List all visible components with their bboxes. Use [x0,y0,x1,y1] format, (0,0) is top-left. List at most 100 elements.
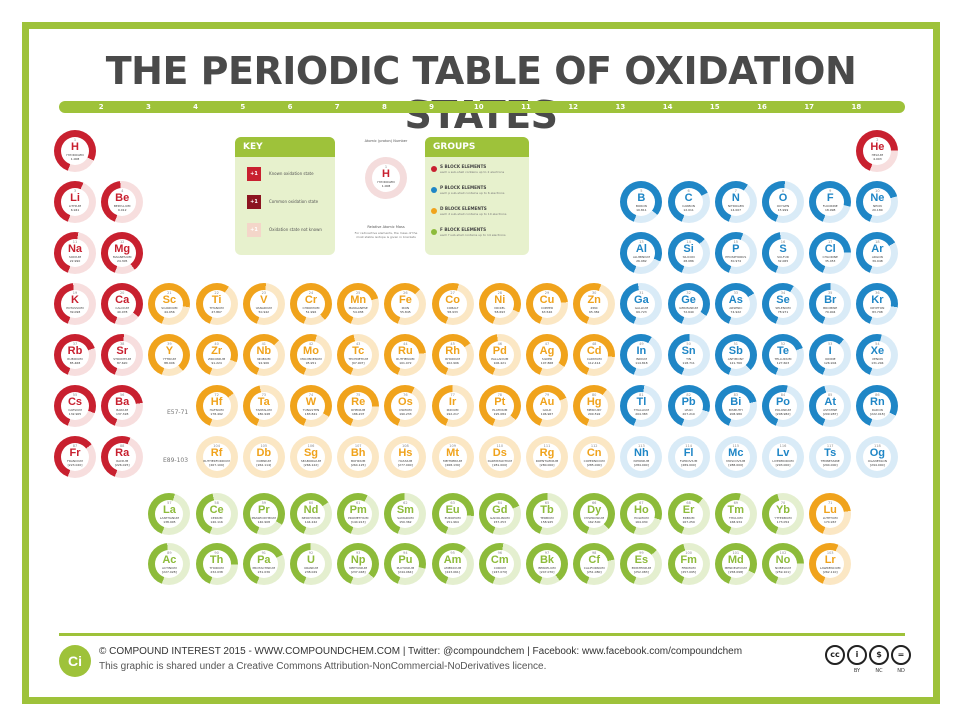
element-rh[interactable]: 45 Rh RHODIUM 102.906 [431,334,474,376]
element-pr[interactable]: 59 Pr PRASEODYMIUM 140.908 [242,493,285,535]
element-c[interactable]: 6 C CARBON 12.011 [667,181,710,223]
element-k[interactable]: 19 K POTASSIUM 39.098 [54,283,96,325]
element-zr[interactable]: 40 Zr ZIRCONIUM 91.224 [195,334,238,376]
element-sg[interactable]: 106 Sg SEABORGIUM [266.122] [290,436,332,478]
element-ho[interactable]: 67 Ho HOLMIUM 164.930 [620,493,663,535]
element-rb[interactable]: 37 Rb RUBIDIUM 85.468 [54,334,96,376]
element-am[interactable]: 95 Am AMERICIUM [243.061] [431,543,474,585]
element-na[interactable]: 11 Na SODIUM 22.990 [54,232,96,274]
element-ts[interactable]: 117 Ts TENNESSINE [294.000] [809,436,852,478]
element-te[interactable]: 52 Te TELLURIUM 127.603 [762,334,804,376]
element-bh[interactable]: 107 Bh BOHRIUM [264.125] [337,436,380,478]
element-in[interactable]: 49 In INDIUM 114.818 [620,334,663,376]
element-ca[interactable]: 20 Ca CALCIUM 40.078 [101,283,144,325]
element-pm[interactable]: 61 Pm PROMETHIUM [144.913] [337,493,380,535]
element-kr[interactable]: 36 Kr KRYPTON 83.798 [856,283,899,325]
element-lu[interactable]: 71 Lu LUTETIUM 174.967 [809,493,852,535]
element-ta[interactable]: 73 Ta TANTALUM 180.948 [242,385,285,427]
element-fl[interactable]: 114 Fl FLEROVIUM [289.000] [667,436,710,478]
element-mt[interactable]: 109 Mt MEITNERIUM [268.139] [431,436,474,478]
element-rg[interactable]: 111 Rg ROENTGENIUM [280.000] [526,436,568,478]
element-mo[interactable]: 42 Mo MOLYBDENUM 95.951 [290,334,332,376]
element-eu[interactable]: 63 Eu EUROPIUM 151.964 [431,493,474,535]
element-ga[interactable]: 31 Ga GALLIUM 69.723 [620,283,663,325]
element-nb[interactable]: 41 Nb NIOBIUM 92.906 [242,334,285,376]
element-fm[interactable]: 100 Fm FERMIUM [257.095] [667,543,710,585]
element-sn[interactable]: 50 Sn TIN 118.711 [667,334,710,376]
element-pu[interactable]: 94 Pu PLUTONIUM [244.064] [384,543,427,585]
element-hg[interactable]: 80 Hg MERCURY 200.592 [573,385,616,427]
element-gd[interactable]: 64 Gd GADOLINIUM 157.253 [478,493,521,535]
element-bk[interactable]: 97 Bk BERKELIUM [247.070] [526,543,568,585]
element-au[interactable]: 79 Au GOLD 196.967 [526,385,568,427]
element-sr[interactable]: 38 Sr STRONTIUM 87.620 [101,334,144,376]
element-n[interactable]: 7 N NITROGEN 14.007 [714,181,757,223]
element-ar[interactable]: 18 Ar ARGON 39.948 [856,232,899,274]
element-cr[interactable]: 24 Cr CHROMIUM 51.996 [290,283,332,325]
element-tc[interactable]: 43 Tc TECHNETIUM [97.907] [337,334,380,376]
element-pa[interactable]: 91 Pa PROTACTINIUM 231.036 [242,543,285,585]
element-nh[interactable]: 113 Nh NIHONIUM [284.000] [620,436,663,478]
element-co[interactable]: 27 Co COBALT 58.933 [431,283,474,325]
element-w[interactable]: 74 W TUNGSTEN 183.841 [290,385,332,427]
element-db[interactable]: 105 Db DUBNIUM [262.114] [242,436,285,478]
element-mg[interactable]: 12 Mg MAGNESIUM 24.305 [101,232,144,274]
element-zn[interactable]: 30 Zn ZINC 65.382 [573,283,616,325]
element-mc[interactable]: 115 Mc MOSCOVIUM [288.000] [714,436,757,478]
element-mn[interactable]: 25 Mn MANGANESE 54.938 [337,283,380,325]
element-dy[interactable]: 66 Dy DYSPROSIUM 162.500 [573,493,616,535]
element-th[interactable]: 90 Th THORIUM 232.038 [195,543,238,585]
element-tl[interactable]: 81 Tl THALLIUM 204.383 [620,385,663,427]
element-y[interactable]: 39 Y YTTRIUM 88.906 [148,334,191,376]
element-cm[interactable]: 96 Cm CURIUM [247.070] [478,543,521,585]
element-sb[interactable]: 51 Sb ANTIMONY 121.760 [714,334,757,376]
element-he[interactable]: 2 He HELIUM 4.003 [856,130,899,172]
element-ag[interactable]: 47 Ag SILVER 107.868 [526,334,568,376]
element-be[interactable]: 4 Be BERYLLIUM 9.012 [101,181,144,223]
element-lv[interactable]: 116 Lv LIVERMORIUM [293.000] [762,436,804,478]
element-es[interactable]: 99 Es EINSTEINIUM [252.083] [620,543,663,585]
element-np[interactable]: 93 Np NEPTUNIUM [237.048] [337,543,380,585]
element-f[interactable]: 9 F FLUORINE 18.998 [809,181,852,223]
element-pd[interactable]: 46 Pd PALLADIUM 106.421 [478,334,521,376]
element-po[interactable]: 84 Po POLONIUM [208.982] [762,385,804,427]
element-as[interactable]: 33 As ARSENIC 74.922 [714,283,757,325]
element-sm[interactable]: 62 Sm SAMARIUM 150.362 [384,493,427,535]
element-fe[interactable]: 26 Fe IRON 55.845 [384,283,427,325]
element-cu[interactable]: 29 Cu COPPER 63.546 [526,283,568,325]
element-pb[interactable]: 82 Pb LEAD 207.210 [667,385,710,427]
element-cd[interactable]: 48 Cd CADMIUM 112.414 [573,334,616,376]
element-ra[interactable]: 88 Ra RADIUM [226.025] [101,436,144,478]
element-s[interactable]: 16 S SULFUR 32.065 [762,232,804,274]
element-la[interactable]: 57 La LANTHANUM 138.905 [148,493,191,535]
element-yb[interactable]: 70 Yb YTTERBIUM 173.054 [762,493,804,535]
element-ru[interactable]: 44 Ru RUTHENIUM 101.072 [384,334,427,376]
element-b[interactable]: 5 B BORON 10.811 [620,181,663,223]
element-cs[interactable]: 55 Cs CAESIUM 132.905 [54,385,96,427]
element-si[interactable]: 14 Si SILICON 28.086 [667,232,710,274]
element-os[interactable]: 76 Os OSMIUM 190.233 [384,385,427,427]
element-cn[interactable]: 112 Cn COPERNICIUM [285.000] [573,436,616,478]
element-md[interactable]: 101 Md MENDELEVIUM [258.098] [714,543,757,585]
element-ba[interactable]: 56 Ba BARIUM 137.328 [101,385,144,427]
element-er[interactable]: 68 Er ERBIUM 167.259 [667,493,710,535]
element-u[interactable]: 92 U URANIUM 238.029 [290,543,332,585]
element-tb[interactable]: 65 Tb TERBIUM 158.925 [526,493,568,535]
element-ce[interactable]: 58 Ce CERIUM 140.116 [195,493,238,535]
element-ac[interactable]: 89 Ac ACTINIUM [227.028] [148,543,191,585]
element-rn[interactable]: 86 Rn RADON [222.018] [856,385,899,427]
element-bi[interactable]: 83 Bi BISMUTH 208.980 [714,385,757,427]
element-i[interactable]: 53 I IODINE 126.904 [809,334,852,376]
element-pt[interactable]: 78 Pt PLATINUM 195.084 [478,385,521,427]
element-se[interactable]: 34 Se SELENIUM 78.971 [762,283,804,325]
element-fr[interactable]: 87 Fr FRANCIUM [223.020] [54,436,96,478]
element-sc[interactable]: 21 Sc SCANDIUM 44.956 [148,283,191,325]
element-p[interactable]: 15 P PHOSPHORUS 30.974 [714,232,757,274]
element-ne[interactable]: 10 Ne NEON 20.180 [856,181,899,223]
element-nd[interactable]: 60 Nd NEODYMIUM 144.242 [290,493,332,535]
element-o[interactable]: 8 O OXYGEN 15.999 [762,181,804,223]
element-v[interactable]: 23 V VANADIUM 50.942 [242,283,285,325]
element-h[interactable]: 1 H HYDROGEN 1.008 [54,130,96,172]
element-al[interactable]: 13 Al ALUMINIUM 26.982 [620,232,663,274]
element-no[interactable]: 102 No NOBELIUM [259.101] [762,543,804,585]
